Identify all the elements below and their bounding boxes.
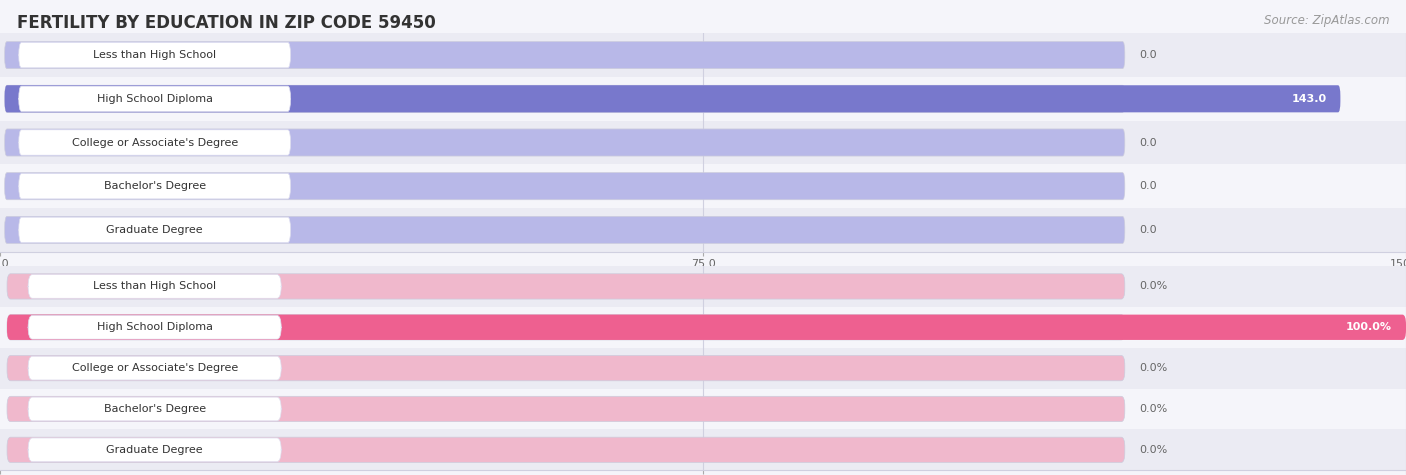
Text: Less than High School: Less than High School: [93, 281, 217, 292]
Bar: [0, 348, 1406, 389]
Bar: [0, 121, 1406, 164]
Bar: [0, 33, 1406, 77]
Text: Bachelor's Degree: Bachelor's Degree: [104, 404, 205, 414]
FancyBboxPatch shape: [18, 42, 291, 68]
FancyBboxPatch shape: [4, 172, 1125, 200]
Text: High School Diploma: High School Diploma: [97, 94, 212, 104]
Text: 0.0: 0.0: [1139, 225, 1157, 235]
FancyBboxPatch shape: [28, 315, 281, 339]
Text: High School Diploma: High School Diploma: [97, 322, 212, 332]
Bar: [0, 208, 1406, 252]
Text: 143.0: 143.0: [1291, 94, 1326, 104]
FancyBboxPatch shape: [7, 314, 1406, 340]
Text: Bachelor's Degree: Bachelor's Degree: [104, 181, 205, 191]
FancyBboxPatch shape: [7, 437, 1125, 463]
Text: 0.0%: 0.0%: [1139, 363, 1167, 373]
Text: Graduate Degree: Graduate Degree: [107, 445, 202, 455]
Text: 0.0: 0.0: [1139, 50, 1157, 60]
Text: College or Associate's Degree: College or Associate's Degree: [72, 137, 238, 148]
Text: Source: ZipAtlas.com: Source: ZipAtlas.com: [1264, 14, 1389, 27]
FancyBboxPatch shape: [4, 216, 1125, 244]
FancyBboxPatch shape: [18, 173, 291, 199]
Text: 0.0%: 0.0%: [1139, 281, 1167, 292]
FancyBboxPatch shape: [28, 356, 281, 380]
Text: 0.0%: 0.0%: [1139, 404, 1167, 414]
Text: Graduate Degree: Graduate Degree: [107, 225, 202, 235]
FancyBboxPatch shape: [7, 314, 1125, 340]
Bar: [0, 77, 1406, 121]
FancyBboxPatch shape: [7, 274, 1125, 299]
FancyBboxPatch shape: [18, 130, 291, 155]
Bar: [0, 389, 1406, 429]
Text: College or Associate's Degree: College or Associate's Degree: [72, 363, 238, 373]
FancyBboxPatch shape: [4, 129, 1125, 156]
FancyBboxPatch shape: [28, 397, 281, 421]
Bar: [0, 429, 1406, 470]
FancyBboxPatch shape: [28, 438, 281, 462]
FancyBboxPatch shape: [28, 275, 281, 298]
FancyBboxPatch shape: [18, 86, 291, 112]
FancyBboxPatch shape: [7, 355, 1125, 381]
Text: 0.0: 0.0: [1139, 137, 1157, 148]
FancyBboxPatch shape: [4, 85, 1125, 113]
Bar: [0, 307, 1406, 348]
Text: Less than High School: Less than High School: [93, 50, 217, 60]
Text: 100.0%: 100.0%: [1346, 322, 1392, 332]
Text: 0.0%: 0.0%: [1139, 445, 1167, 455]
Bar: [0, 164, 1406, 208]
Text: FERTILITY BY EDUCATION IN ZIP CODE 59450: FERTILITY BY EDUCATION IN ZIP CODE 59450: [17, 14, 436, 32]
FancyBboxPatch shape: [4, 85, 1340, 113]
Text: 0.0: 0.0: [1139, 181, 1157, 191]
FancyBboxPatch shape: [4, 41, 1125, 69]
FancyBboxPatch shape: [7, 396, 1125, 422]
FancyBboxPatch shape: [18, 217, 291, 243]
Bar: [0, 266, 1406, 307]
